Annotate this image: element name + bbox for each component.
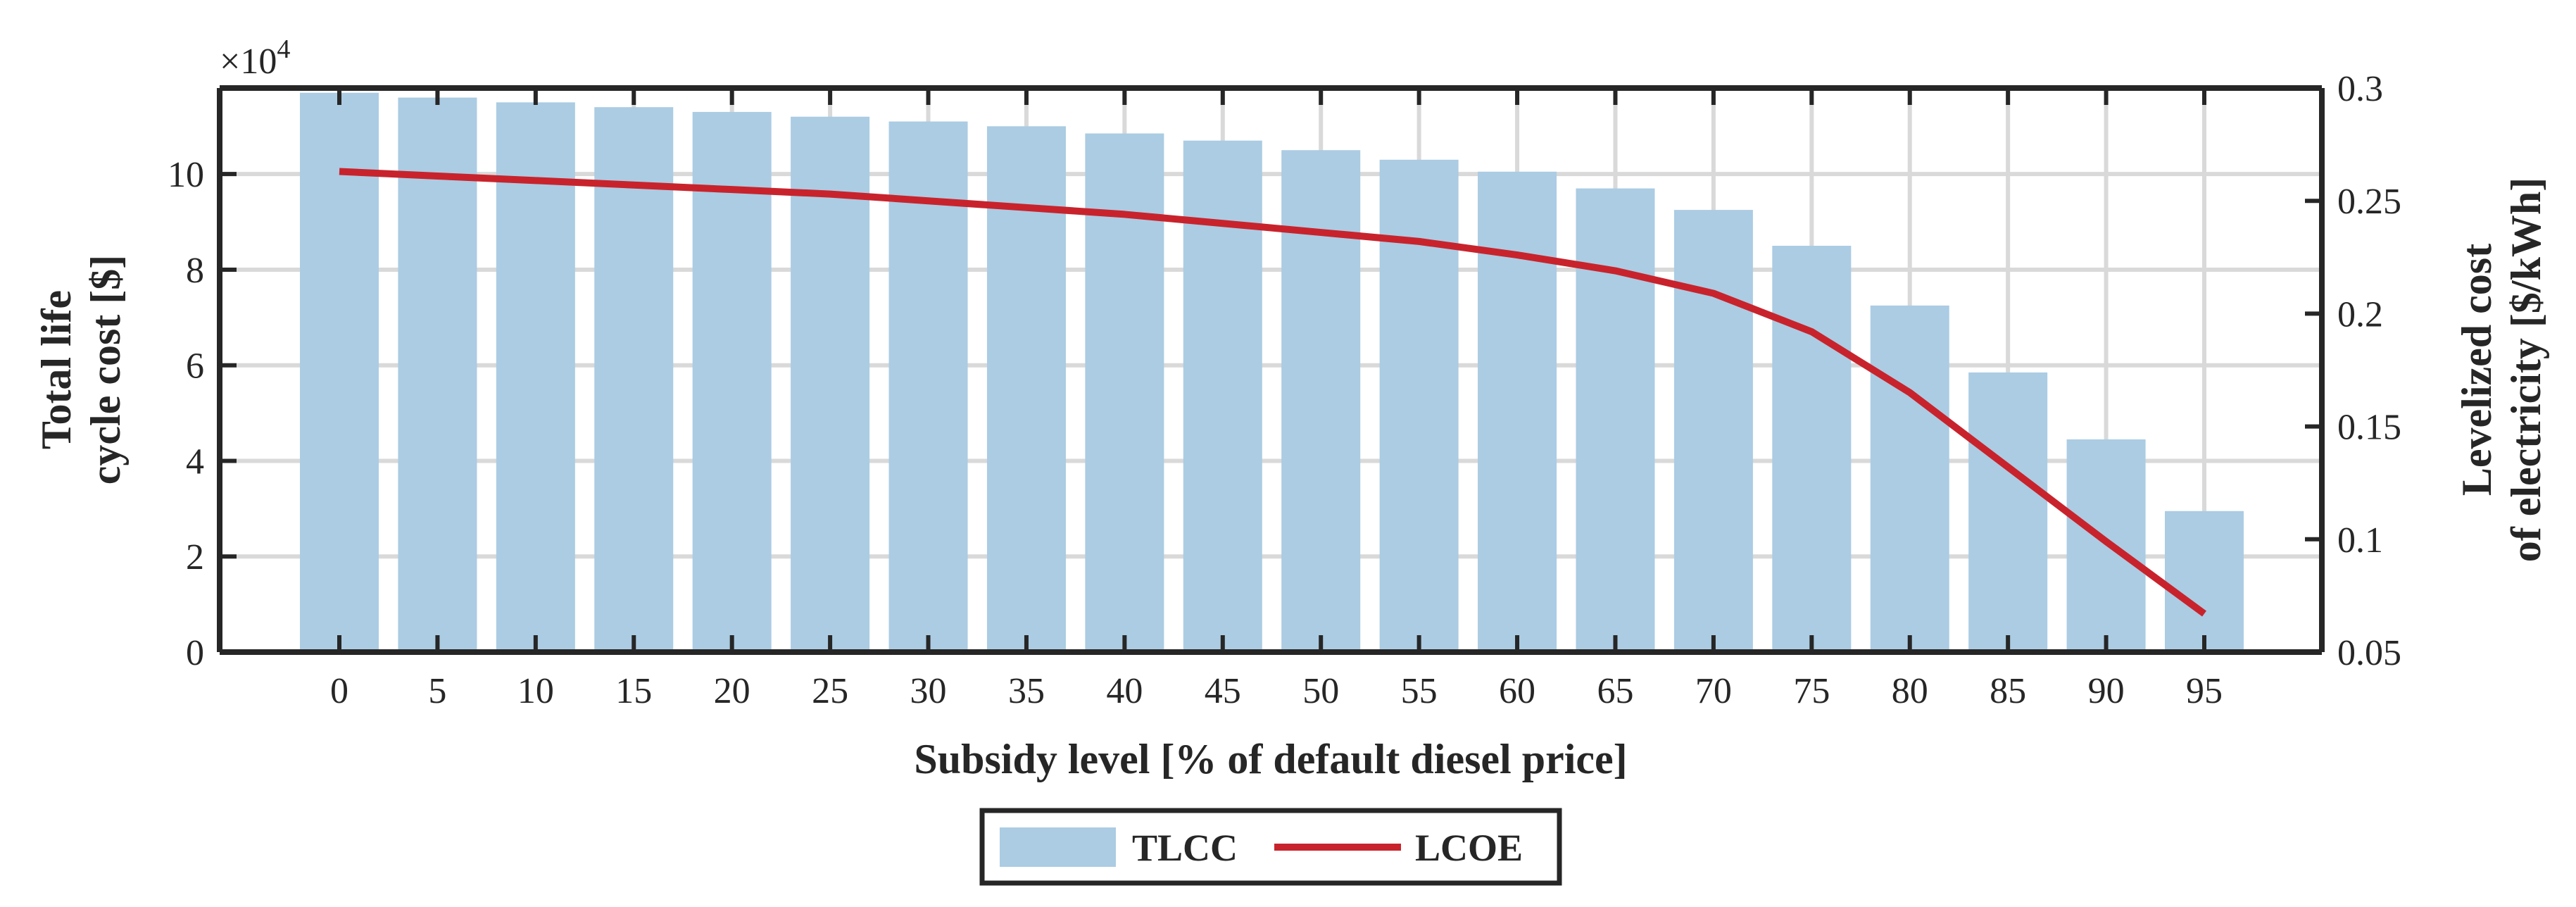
y-exponent-label: ×104: [220, 35, 290, 82]
x-tick-label: 30: [910, 671, 947, 711]
x-tick-label: 35: [1008, 671, 1045, 711]
bar-tlcc: [888, 121, 968, 652]
x-axis-label: Subsidy level [% of default diesel price…: [914, 736, 1627, 782]
y-axis-left-label-line1: Total life: [33, 290, 80, 449]
bar-tlcc: [300, 92, 379, 652]
x-tick-label: 50: [1302, 671, 1339, 711]
legend: TLCC LCOE: [979, 808, 1562, 886]
y-left-tick-label: 10: [168, 155, 204, 195]
x-tick-label: 40: [1106, 671, 1143, 711]
y-right-tick-label: 0.25: [2337, 182, 2401, 222]
y-exponent-base: ×10: [220, 42, 277, 82]
bar-tlcc: [692, 111, 772, 652]
y-left-tick-label: 4: [186, 442, 204, 482]
lcoe-line-group: [339, 168, 2206, 617]
bar-tlcc: [398, 97, 477, 652]
y-axis-right-label-line2: of electricity [$/kWh]: [2503, 177, 2549, 562]
lcoe-line: [339, 168, 2206, 617]
x-tick-label: 5: [428, 671, 446, 711]
bar-tlcc: [496, 102, 575, 653]
bar-tlcc: [986, 126, 1066, 653]
bar-tlcc: [1478, 171, 1557, 653]
x-tick-label: 0: [330, 671, 348, 711]
bar-tlcc: [1281, 150, 1361, 653]
y-right-tick-label: 0.15: [2337, 408, 2401, 448]
x-tick-label: 10: [517, 671, 554, 711]
bar-tlcc: [594, 107, 674, 653]
legend-swatch-tlcc: [1000, 827, 1116, 867]
x-tick-label: 95: [2186, 671, 2223, 711]
bar-tlcc: [1379, 159, 1459, 653]
legend-label-lcoe: LCOE: [1415, 827, 1523, 869]
bar-tlcc: [2165, 511, 2244, 652]
y-left-tick-label: 2: [186, 537, 204, 577]
y-right-tick-label: 0.1: [2337, 520, 2383, 561]
legend-label-tlcc: TLCC: [1132, 827, 1238, 869]
bar-tlcc: [1576, 188, 1655, 652]
bar-tlcc: [1772, 246, 1852, 652]
x-tick-label: 45: [1205, 671, 1241, 711]
y-left-tick-label: 0: [186, 633, 204, 673]
x-tick-label: 20: [714, 671, 750, 711]
y-right-tick-label: 0.2: [2337, 294, 2383, 334]
x-tick-label: 75: [1793, 671, 1830, 711]
x-tick-label: 25: [812, 671, 848, 711]
tlcc-bars: [300, 92, 2244, 653]
bar-tlcc: [1673, 210, 1753, 653]
x-tick-label: 55: [1401, 671, 1438, 711]
y-exponent-power: 4: [277, 35, 290, 64]
x-tick-label: 70: [1695, 671, 1732, 711]
x-tick-label: 60: [1499, 671, 1535, 711]
x-tick-label: 15: [615, 671, 652, 711]
x-tick-label: 90: [2088, 671, 2125, 711]
y-axis-left-label-line2: cycle cost [$]: [82, 255, 129, 484]
y-right-tick-label: 0.3: [2337, 69, 2383, 109]
axis-ticks: 0 2 4 6 8 10 0.05 0.1 0.15 0.2 0.25 0.3 0 5 10 15 20 25 30…: [168, 69, 2401, 711]
x-tick-label: 80: [1892, 671, 1928, 711]
y-right-tick-label: 0.05: [2337, 633, 2401, 673]
y-left-tick-label: 8: [186, 251, 204, 291]
bar-tlcc: [1968, 372, 2048, 652]
bar-tlcc: [791, 116, 870, 652]
x-tick-label: 65: [1597, 671, 1633, 711]
bar-tlcc: [1870, 305, 1949, 652]
x-tick-label: 85: [1990, 671, 2026, 711]
y-left-tick-label: 6: [186, 346, 204, 387]
y-axis-right-label-line1: Levelized cost: [2454, 244, 2500, 496]
